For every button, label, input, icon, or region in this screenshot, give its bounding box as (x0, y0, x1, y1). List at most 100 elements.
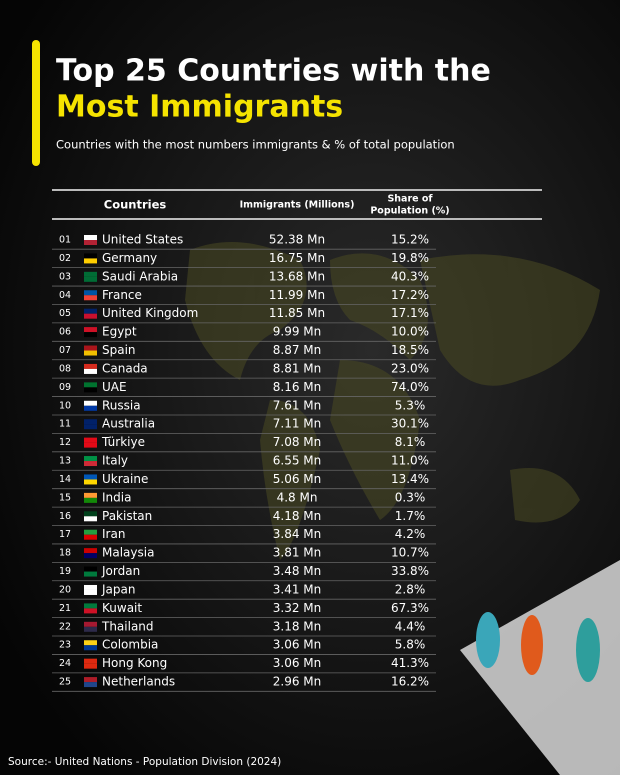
flag (84, 608, 97, 614)
rank: 15 (59, 492, 71, 503)
share: 17.1% (391, 306, 429, 320)
rank: 25 (59, 677, 71, 688)
flag (84, 645, 97, 651)
rank: 11 (59, 419, 71, 430)
source: Source:- United Nations - Population Div… (8, 756, 281, 768)
country: Malaysia (102, 546, 154, 560)
title: Top 25 Countries with the (56, 54, 491, 89)
flag (84, 235, 97, 240)
share: 19.8% (391, 251, 429, 265)
share: 67.3% (391, 601, 429, 615)
flag (84, 461, 97, 467)
flag (84, 553, 97, 559)
immigrants: 3.84 Mn (273, 527, 322, 541)
country: Jordan (101, 564, 140, 578)
rank: 24 (59, 658, 71, 669)
rank: 05 (59, 308, 71, 319)
share: 30.1% (391, 417, 429, 431)
rank: 07 (59, 345, 71, 356)
flag (84, 332, 97, 338)
flag (84, 327, 97, 333)
flag (84, 400, 97, 406)
flag (84, 640, 97, 646)
rank: 03 (59, 271, 71, 282)
flag (84, 534, 97, 540)
immigrants: 2.96 Mn (273, 675, 322, 689)
flag (84, 566, 97, 572)
flag (84, 382, 97, 388)
country: Netherlands (102, 675, 175, 689)
immigrants: 3.81 Mn (273, 546, 322, 560)
rank: 12 (59, 437, 71, 448)
rank: 09 (59, 382, 71, 393)
light-beam (460, 560, 620, 775)
flag (84, 682, 97, 688)
country: United States (102, 233, 183, 247)
rank: 01 (59, 235, 71, 246)
share: 18.5% (391, 343, 429, 357)
flag (84, 424, 97, 430)
rank: 22 (59, 621, 71, 632)
flag (84, 658, 97, 664)
flag (84, 511, 97, 517)
share: 17.2% (391, 288, 429, 302)
country: Germany (102, 251, 157, 265)
country: Japan (101, 582, 135, 596)
immigrants: 3.06 Mn (273, 638, 322, 652)
immigrants: 3.41 Mn (273, 582, 322, 596)
flag (84, 516, 97, 522)
flag (84, 276, 97, 282)
flag (84, 548, 97, 554)
flag (84, 363, 97, 369)
flag (84, 437, 97, 443)
country: Kuwait (102, 601, 142, 615)
immigrants: 13.68 Mn (269, 269, 325, 283)
share: 11.0% (391, 454, 429, 468)
share: 33.8% (391, 564, 429, 578)
rank: 06 (59, 327, 71, 338)
share: 15.2% (391, 233, 429, 247)
flag (84, 345, 97, 351)
flag (84, 308, 97, 314)
immigrants: 9.99 Mn (273, 325, 322, 339)
rank: 23 (59, 640, 71, 651)
flag (84, 621, 97, 627)
flag (84, 271, 97, 277)
rank: 10 (59, 400, 71, 411)
share: 13.4% (391, 472, 429, 486)
rank: 08 (59, 363, 71, 374)
country: Spain (102, 343, 136, 357)
flag (84, 584, 97, 590)
country: Thailand (101, 619, 154, 633)
figures (476, 612, 600, 682)
immigrants: 3.48 Mn (273, 564, 322, 578)
share: 0.3% (395, 490, 426, 504)
rank: 20 (59, 584, 71, 595)
table-body: 01 United States 52.38 Mn 15.2% 02 Germany 16.… (52, 233, 436, 692)
flag (84, 258, 97, 264)
rank: 13 (59, 456, 71, 467)
rank: 18 (59, 548, 71, 559)
subtitle: Countries with the most numbers immigran… (56, 138, 455, 152)
share: 10.7% (391, 546, 429, 560)
country: Pakistan (102, 509, 152, 523)
world-map (185, 242, 600, 560)
immigrants: 16.75 Mn (269, 251, 325, 265)
immigrants: 11.85 Mn (269, 306, 325, 320)
share: 23.0% (391, 361, 429, 375)
flag (84, 529, 97, 535)
share: 4.4% (395, 619, 426, 633)
flag (84, 240, 97, 245)
flag (84, 456, 97, 462)
flag (84, 589, 97, 595)
immigrants: 7.61 Mn (273, 398, 322, 412)
rank: 16 (59, 511, 71, 522)
rank: 14 (59, 474, 71, 485)
accent-bar (32, 40, 40, 166)
country: Russia (102, 398, 141, 412)
share: 4.2% (395, 527, 426, 541)
country: Iran (102, 527, 125, 541)
rank: 02 (59, 253, 71, 264)
immigrants: 6.55 Mn (273, 454, 322, 468)
